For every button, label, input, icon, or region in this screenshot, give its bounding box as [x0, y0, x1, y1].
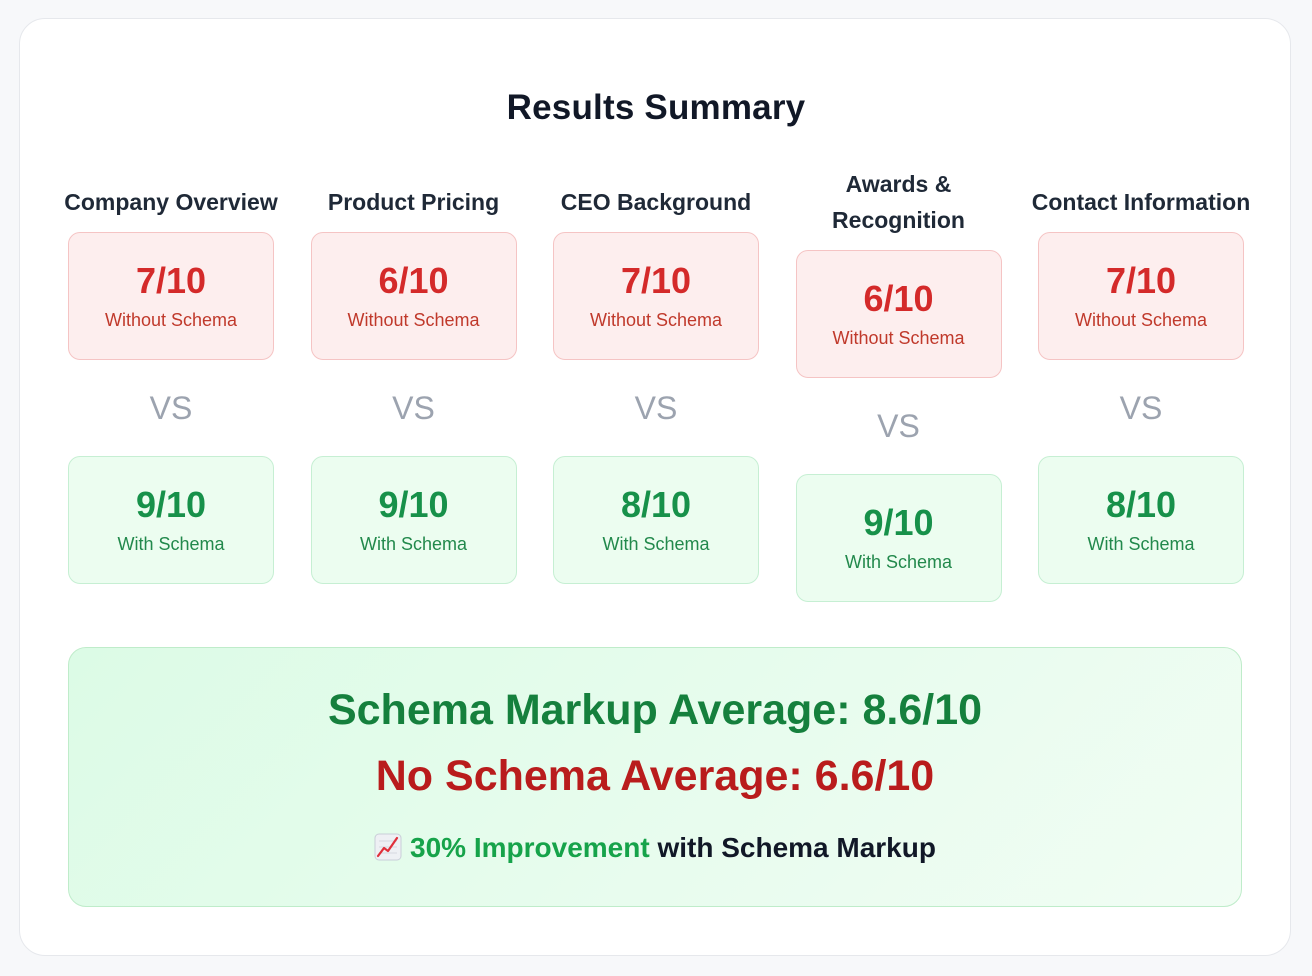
column-awards-recognition: Awards & Recognition 6/10 Without Schema… — [795, 166, 1002, 602]
with-schema-label: With Schema — [359, 534, 468, 554]
without-schema-label: Without Schema — [1074, 310, 1208, 330]
vs-label: VS — [392, 390, 435, 426]
with-schema-score-box: 9/10 With Schema — [310, 456, 517, 584]
with-schema-score-box: 8/10 With Schema — [1038, 456, 1244, 584]
without-schema-score: 7/10 — [135, 260, 207, 301]
with-schema-score: 9/10 — [378, 484, 449, 525]
with-schema-label: With Schema — [1087, 534, 1195, 554]
vs-label: VS — [634, 390, 678, 426]
without-schema-label: Without Schema — [104, 310, 238, 330]
with-schema-label: With Schema — [602, 534, 710, 554]
improvement-text: with Schema Markup — [649, 832, 936, 863]
with-schema-score-box: 9/10 With Schema — [795, 474, 1002, 602]
column-label: Company Overview — [64, 189, 278, 215]
column-label: CEO Background — [560, 189, 752, 215]
without-schema-label: Without Schema — [832, 328, 965, 348]
with-schema-label: With Schema — [844, 552, 953, 572]
without-schema-score-box: 7/10 Without Schema — [1038, 232, 1244, 360]
without-schema-label: Without Schema — [589, 310, 723, 330]
with-schema-score: 9/10 — [135, 484, 207, 525]
results-summary-card: Results Summary Company Overview 7/10 Wi… — [19, 18, 1291, 956]
column-company-overview: Company Overview 7/10 Without Schema VS … — [64, 184, 278, 584]
comparison-columns: Company Overview 7/10 Without Schema VS … — [64, 149, 1250, 619]
column-label: Awards & Recognition — [832, 171, 965, 233]
page-title: Results Summary — [506, 88, 806, 127]
with-schema-score: 8/10 — [620, 484, 692, 525]
without-schema-score: 7/10 — [1105, 260, 1177, 301]
column-product-pricing: Product Pricing 6/10 Without Schema VS 9… — [310, 184, 517, 584]
improvement-highlight: 30% Improvement — [410, 832, 650, 863]
no-schema-average: No Schema Average: 6.6/10 — [375, 752, 935, 800]
without-schema-score: 7/10 — [620, 260, 692, 301]
column-contact-information: Contact Information 7/10 Without Schema … — [1032, 184, 1250, 584]
column-label: Product Pricing — [327, 189, 500, 215]
without-schema-score-box: 7/10 Without Schema — [68, 232, 274, 360]
with-schema-score-box: 9/10 With Schema — [68, 456, 274, 584]
without-schema-score-box: 6/10 Without Schema — [795, 250, 1002, 378]
vs-label: VS — [1119, 390, 1163, 426]
without-schema-score-box: 6/10 Without Schema — [310, 232, 517, 360]
schema-markup-average: Schema Markup Average: 8.6/10 — [327, 686, 983, 734]
vs-label: VS — [149, 390, 193, 426]
with-schema-label: With Schema — [117, 534, 225, 554]
column-label: Contact Information — [1031, 189, 1251, 215]
without-schema-score: 6/10 — [378, 260, 449, 301]
averages-summary-panel: Schema Markup Average: 8.6/10 No Schema … — [68, 647, 1242, 907]
without-schema-score: 6/10 — [863, 278, 934, 319]
vs-label: VS — [877, 408, 920, 444]
with-schema-score-box: 8/10 With Schema — [553, 456, 759, 584]
with-schema-score: 8/10 — [1105, 484, 1177, 525]
without-schema-label: Without Schema — [347, 310, 480, 330]
chart-increasing-icon — [374, 833, 402, 861]
without-schema-score-box: 7/10 Without Schema — [553, 232, 759, 360]
column-ceo-background: CEO Background 7/10 Without Schema VS 8/… — [553, 184, 759, 584]
improvement-line: 30% Improvement with Schema Markup — [69, 832, 1241, 864]
with-schema-score: 9/10 — [863, 502, 934, 543]
